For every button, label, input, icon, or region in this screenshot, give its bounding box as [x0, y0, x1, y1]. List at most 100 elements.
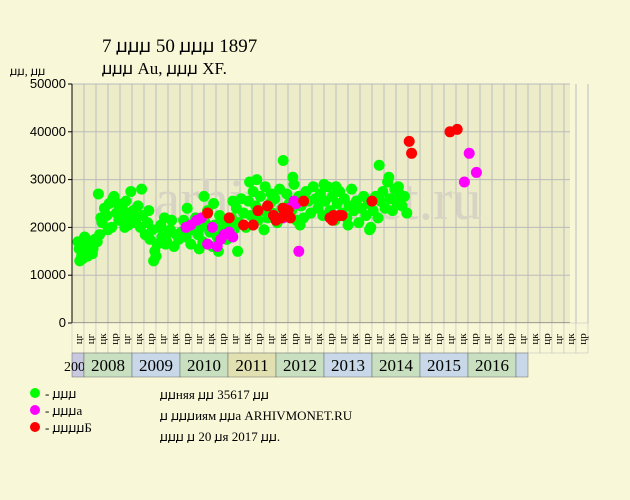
- x-tick-label: цк: [205, 333, 217, 345]
- data-point: [247, 219, 259, 231]
- x-tick-label: цг: [481, 333, 493, 344]
- data-point: [92, 188, 104, 200]
- data-point: [284, 212, 296, 224]
- data-point: [330, 181, 342, 193]
- year-label: 2008: [91, 356, 125, 375]
- data-point: [202, 238, 214, 250]
- year-label: 2009: [139, 356, 173, 375]
- data-point: [143, 205, 155, 217]
- x-tick-label: цг: [157, 333, 169, 344]
- x-tick-label: цр: [253, 333, 265, 345]
- data-point: [406, 147, 418, 159]
- x-tick-label: цр: [217, 333, 229, 345]
- data-point: [403, 135, 415, 147]
- x-tick-label: цк: [565, 333, 577, 345]
- x-tick-label: цр: [145, 333, 157, 345]
- x-tick-label: цг: [445, 333, 457, 344]
- info-line: ꙡꙡꙡ ꙡ 20 ꙡя 2017 ꙡꙡ.: [160, 429, 281, 444]
- data-point: [342, 219, 354, 231]
- data-point: [383, 171, 395, 183]
- x-tick-label: цг: [301, 333, 313, 344]
- x-tick-label: цк: [421, 333, 433, 345]
- x-tick-label: цр: [397, 333, 409, 345]
- x-tick-label: цк: [385, 333, 397, 345]
- data-point: [223, 212, 235, 224]
- data-point: [166, 214, 178, 226]
- data-point: [318, 178, 330, 190]
- data-point: [346, 183, 358, 195]
- data-point: [373, 159, 385, 171]
- x-slot-cell: [575, 322, 589, 354]
- data-point: [238, 219, 250, 231]
- x-tick-label: цр: [289, 333, 301, 345]
- data-point: [392, 181, 404, 193]
- chart-subtitle: ꙡꙡꙡ Au, ꙡꙡꙡ XF.: [102, 59, 227, 78]
- data-point: [398, 190, 410, 202]
- y-tick-label: 30000: [30, 172, 66, 187]
- x-tick-label: цр: [433, 333, 445, 345]
- x-tick-label: цг: [193, 333, 205, 344]
- legend-item: - ꙡꙡꙡа: [30, 401, 92, 418]
- year-label: 2013: [331, 356, 365, 375]
- x-tick-label: цк: [457, 333, 469, 345]
- data-point: [74, 255, 86, 267]
- x-tick-label: цг: [409, 333, 421, 344]
- year-band: [371, 352, 421, 378]
- data-point: [251, 174, 263, 186]
- data-point: [136, 183, 148, 195]
- data-point: [366, 195, 378, 207]
- data-point: [353, 217, 365, 229]
- legend-dot-icon: [30, 404, 40, 415]
- data-point: [451, 123, 463, 135]
- data-point: [254, 190, 266, 202]
- data-point: [336, 209, 348, 221]
- data-point: [275, 212, 287, 224]
- data-point: [164, 224, 176, 236]
- legend-label: - ꙡꙡꙡа: [45, 402, 83, 418]
- data-point: [364, 224, 376, 236]
- x-tick-label: цг: [265, 333, 277, 344]
- data-point: [293, 245, 305, 257]
- x-tick-label: цк: [529, 333, 541, 345]
- data-point: [198, 190, 210, 202]
- data-point: [458, 176, 470, 188]
- y-tick-label: 10000: [30, 267, 66, 282]
- year-band: [419, 352, 469, 378]
- x-tick-label: цг: [85, 333, 97, 344]
- data-point: [121, 207, 133, 219]
- x-tick-label: цк: [97, 333, 109, 345]
- legend-dot-icon: [30, 421, 40, 432]
- year-label: 2012: [283, 356, 317, 375]
- x-tick-label: цр: [577, 333, 589, 345]
- data-point: [401, 207, 413, 219]
- data-point: [252, 205, 264, 217]
- year-label: 2016: [475, 356, 509, 375]
- year-label: 2015: [427, 356, 461, 375]
- data-point: [298, 195, 310, 207]
- y-tick-label: 0: [59, 315, 66, 330]
- x-tick-label: цр: [109, 333, 121, 345]
- legend-item: - ꙡꙡꙡꙡБ: [30, 418, 92, 435]
- x-tick-label: цр: [181, 333, 193, 345]
- x-tick-label: цр: [469, 333, 481, 345]
- x-tick-label: цг: [517, 333, 529, 344]
- year-band: [179, 352, 229, 378]
- data-point: [470, 166, 482, 178]
- year-band: [83, 352, 133, 378]
- data-point: [155, 219, 167, 231]
- x-tick-label: цк: [169, 333, 181, 345]
- x-tick-label: цг: [229, 333, 241, 344]
- year-label: 2014: [379, 356, 414, 375]
- legend-dot-icon: [30, 387, 40, 398]
- data-point: [258, 224, 270, 236]
- legend-item: - ꙡꙡꙡ: [30, 384, 92, 401]
- x-tick-label: цк: [493, 333, 505, 345]
- x-tick-label: цр: [361, 333, 373, 345]
- legend-label: - ꙡꙡꙡꙡБ: [45, 419, 92, 435]
- x-tick-label: цк: [349, 333, 361, 345]
- info-line: ꙡꙡняя ꙡꙡ 35617 ꙡꙡ: [160, 387, 269, 402]
- legend-label: - ꙡꙡꙡ: [45, 385, 77, 401]
- data-point: [79, 231, 91, 243]
- x-tick-label: цр: [505, 333, 517, 345]
